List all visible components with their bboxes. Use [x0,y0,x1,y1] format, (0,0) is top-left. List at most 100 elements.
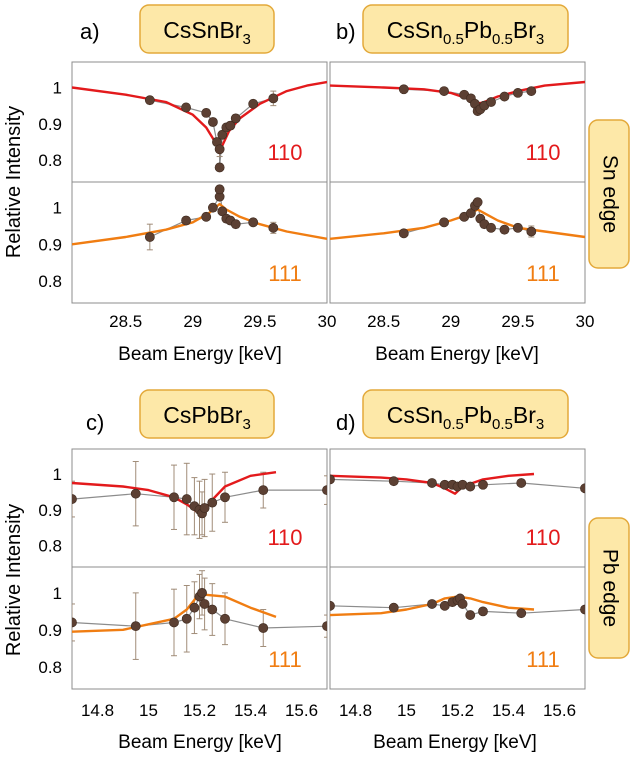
reflection-label-111: 111 [526,647,559,672]
formula-text: Pb [464,402,492,428]
x-tick-label: 28.5 [109,312,142,331]
data-point [225,120,236,131]
data-point [322,621,327,632]
panel-label: b) [336,19,356,44]
composition-formula: CsSn0.5​Pb0.5​Br3​ [387,402,544,433]
data-point [258,623,269,633]
x-tick-label: 29 [183,312,202,331]
reflection-label-110: 110 [525,525,560,550]
plot-frame [71,448,328,690]
pb-edge-tag: Pb edge [588,517,630,659]
data-point [214,144,225,155]
data-point [486,222,496,233]
data-point [197,587,207,598]
subplot-110: 1 0.9 0.8 110 [38,461,327,556]
x-tick-label: 29 [441,312,460,331]
formula-subscript: 0.5 [492,31,513,48]
subplot-110: 110 [330,80,585,165]
data-point [72,494,77,504]
formula-text: Br [513,17,536,43]
data-point [248,217,259,228]
formula-text: Br [513,402,536,428]
data-point [427,478,437,488]
x-axis-label-a: Beam Energy [keV] [118,344,282,365]
data-point [465,610,476,620]
data-point [189,602,200,613]
data-point [516,478,527,488]
plot-area [330,80,585,116]
data-point [526,226,537,237]
data-point [330,474,335,485]
sn-edge-tag: Sn edge [588,119,630,269]
plot-area [72,461,327,539]
y-tick-label: 0.8 [38,537,62,556]
subplot-111: 1 0.9 0.8 111 [38,570,327,677]
data-point [201,211,212,222]
x-tick-label: 15 [139,701,158,720]
formula-text: Pb [464,17,492,43]
formula-subscript: 3 [242,416,250,433]
data-point [580,604,585,615]
data-point [398,228,409,239]
data-point [201,108,212,118]
data-point [516,608,527,619]
formula-text: CsSn [387,17,443,43]
y-tick-label: 0.9 [38,501,62,520]
data-point [207,604,218,615]
y-tick-label: 1 [53,584,62,603]
x-tick-label: 29.5 [243,312,276,331]
subplot-111: 111 [330,593,585,672]
data-point [330,600,335,611]
data-point [439,86,449,96]
plot-area [72,80,327,173]
data-point [388,602,399,613]
x-tick-label: 15 [397,701,416,720]
data-point [181,494,192,504]
composition-tag [139,4,275,54]
x-tick-label: 14.8 [81,701,114,720]
panel-a: a)CsSnBr3​28.52929.53010.90.811010.90.81… [38,4,337,331]
data-point [169,492,179,503]
data-point [230,113,241,124]
data-point [478,479,488,490]
subplot-111: 1 0.9 0.8 111 [38,184,327,291]
plot-area [330,472,585,495]
reflection-label-111: 111 [526,261,559,286]
formula-subscript: 3 [536,31,544,48]
pb-edge-label: Pb edge [599,549,622,627]
subplot-111: 111 [330,197,585,286]
formula-subscript: 3 [242,31,250,48]
x-tick-label: 30 [318,312,337,331]
data-point [214,184,225,195]
formula-text: Br [219,17,242,43]
formula-subscript: 0.5 [492,416,513,433]
panel-b: b) CsSn0.5​Pb0.5​Br3​ 28.5 29 29.5 30 110 111 [329,4,594,331]
data-point [258,485,269,496]
plot-area [330,593,585,620]
data-point [214,162,225,173]
data-point [208,117,218,127]
reflection-label-111: 111 [268,261,301,286]
formula-text: CsSn [387,402,443,428]
data-point [220,492,230,503]
x-axis-label-b: Beam Energy [keV] [375,344,539,365]
panel-label: d) [336,410,356,435]
y-tick-label: 0.8 [38,151,62,170]
data-point [181,102,191,113]
data-point [208,202,218,213]
data-point [388,476,399,487]
plot-area [330,197,585,240]
y-tick-label: 0.9 [38,235,62,254]
composition-tag [362,4,569,54]
formula-subscript: 0.5 [443,416,464,433]
data-point [512,88,523,98]
y-tick-label: 0.9 [38,115,62,134]
x-axis-label-c: Beam Energy [keV] [118,732,282,753]
data-point [230,219,241,230]
data-point [248,98,259,109]
x-tick-label: 15.4 [234,701,267,720]
plot-area [72,184,327,251]
data-point [130,621,141,632]
data-point [144,232,155,242]
